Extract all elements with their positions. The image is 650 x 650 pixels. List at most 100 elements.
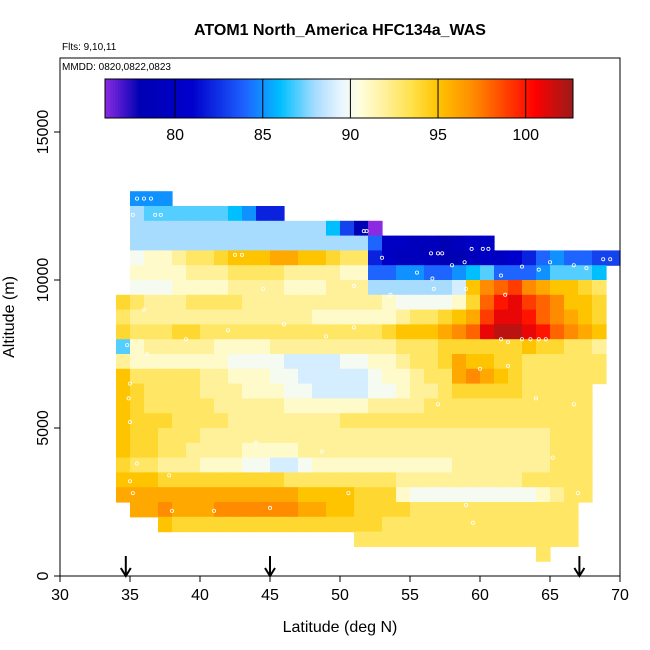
heat-cell xyxy=(508,516,523,533)
colorbar-segment xyxy=(209,79,213,118)
heat-cell xyxy=(326,368,341,385)
heat-cell xyxy=(578,398,593,414)
heat-cell xyxy=(186,457,201,473)
colorbar-segment xyxy=(515,79,519,118)
colorbar-segment xyxy=(201,79,205,118)
heat-cell xyxy=(242,220,257,237)
colorbar-segment xyxy=(115,79,119,118)
colorbar-segment xyxy=(245,79,249,118)
heat-cell xyxy=(410,294,425,311)
heat-cell xyxy=(508,339,523,355)
heat-cell xyxy=(214,280,229,296)
heat-cell xyxy=(116,368,131,385)
heat-cell xyxy=(550,502,565,518)
heat-cell xyxy=(242,428,257,444)
heat-cell xyxy=(284,354,299,370)
heat-cell xyxy=(354,516,369,533)
colorbar-segment xyxy=(422,79,426,118)
x-tick-label: 50 xyxy=(331,587,349,604)
heat-cell xyxy=(326,280,341,296)
colorbar-segment xyxy=(232,79,236,118)
heat-cell xyxy=(466,487,481,503)
heat-cell xyxy=(466,428,481,444)
heat-cell xyxy=(144,398,159,414)
heat-cell xyxy=(536,428,551,444)
heatmap-cells xyxy=(116,191,621,562)
heat-cell xyxy=(214,354,229,370)
heat-cell xyxy=(340,368,355,385)
heat-cell xyxy=(480,265,495,281)
heat-cell xyxy=(158,235,173,251)
colorbar-segment xyxy=(281,79,285,118)
heat-cell xyxy=(452,324,467,340)
heat-cell xyxy=(242,309,257,325)
colorbar-segment xyxy=(242,79,246,118)
heat-cell xyxy=(242,324,257,340)
heat-cell xyxy=(298,354,313,370)
colorbar-segment xyxy=(190,79,194,118)
colorbar-segment xyxy=(367,79,371,118)
heat-cell xyxy=(438,457,453,473)
heat-cell xyxy=(200,516,215,533)
heat-cell xyxy=(130,502,145,518)
colorbar-segment xyxy=(396,79,400,118)
heat-cell xyxy=(438,354,453,370)
heat-cell xyxy=(158,324,173,340)
heat-cell xyxy=(158,502,173,518)
heat-cell xyxy=(172,368,187,385)
flights-label: Flts: 9,10,11 xyxy=(62,42,117,53)
heat-cell xyxy=(466,265,481,281)
sample-point xyxy=(134,196,139,201)
colorbar-segment xyxy=(110,79,114,118)
heat-cell xyxy=(480,516,495,533)
heat-cell xyxy=(186,516,201,533)
heat-cell xyxy=(536,250,551,266)
heat-cell xyxy=(130,413,145,429)
heat-cell xyxy=(228,487,243,503)
heat-cell xyxy=(116,472,131,488)
sample-point xyxy=(470,520,475,525)
heat-cell xyxy=(522,428,537,444)
heat-cell xyxy=(242,235,257,251)
heat-cell xyxy=(438,531,453,547)
sample-point xyxy=(498,337,503,342)
heat-cell xyxy=(214,324,229,340)
colorbar-segment xyxy=(352,79,356,118)
sample-point xyxy=(528,337,533,342)
heat-cell xyxy=(326,472,341,488)
heat-cell xyxy=(242,398,257,414)
heat-cell xyxy=(466,309,481,325)
heat-cell xyxy=(564,531,579,547)
colorbar-segment xyxy=(250,79,254,118)
heat-cell xyxy=(242,250,257,266)
colorbar-tick-label: 95 xyxy=(429,127,447,144)
heat-cell xyxy=(452,487,467,503)
colorbar-segment xyxy=(495,79,499,118)
heat-cell xyxy=(508,265,523,281)
heat-cell xyxy=(536,531,551,547)
latitude-arrows xyxy=(119,556,586,578)
heat-cell xyxy=(480,339,495,355)
heat-cell xyxy=(340,354,355,370)
sample-point xyxy=(281,322,286,327)
colorbar-segment xyxy=(248,79,252,118)
heat-cell xyxy=(564,472,579,488)
heat-cell xyxy=(144,309,159,325)
heat-cell xyxy=(144,428,159,444)
heat-cell xyxy=(452,383,467,399)
heat-cell xyxy=(186,220,201,237)
heat-cell xyxy=(284,250,299,266)
heat-cell xyxy=(172,428,187,444)
heat-cell xyxy=(298,472,313,488)
heat-cell xyxy=(158,457,173,473)
heat-cell xyxy=(186,294,201,311)
heat-cell xyxy=(144,487,159,503)
heat-cell xyxy=(382,413,397,429)
heat-cell xyxy=(130,294,145,311)
heat-cell xyxy=(312,472,327,488)
sample-point xyxy=(463,286,468,291)
heat-cell xyxy=(326,339,341,355)
heat-cell xyxy=(522,250,537,266)
y-tick-label: 10000 xyxy=(35,258,52,303)
heat-cell xyxy=(228,250,243,266)
